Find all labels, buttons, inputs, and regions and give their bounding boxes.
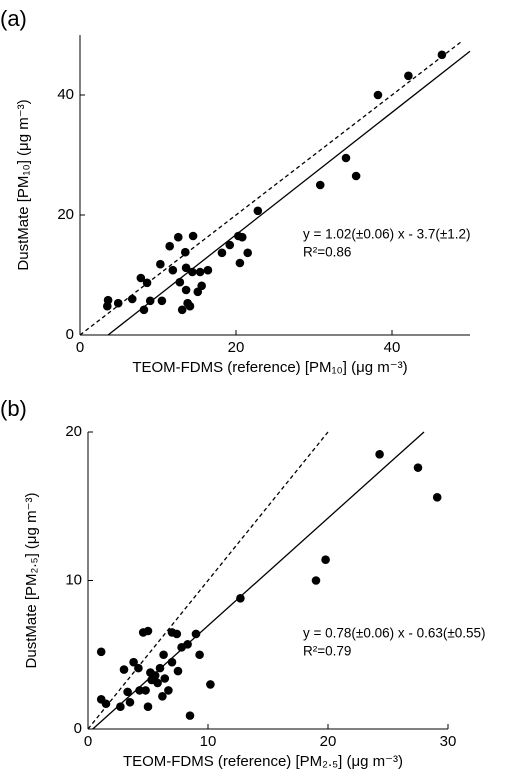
data-point — [321, 555, 330, 565]
data-point — [157, 296, 167, 306]
data-point — [159, 650, 168, 660]
fit-line — [107, 50, 471, 336]
data-point — [375, 449, 384, 459]
annotation: R²=0.79 — [303, 644, 351, 659]
data-point — [237, 232, 247, 242]
x-axis-label: TEOM-FDMS (reference) [PM₂.₅] (μg m⁻³) — [123, 753, 403, 770]
data-point — [160, 674, 170, 683]
data-point — [206, 680, 215, 689]
data-point — [123, 687, 132, 697]
x-axis-label: TEOM-FDMS (reference) [PM₁₀] (μg m⁻³) — [132, 359, 407, 376]
data-point — [243, 248, 252, 258]
y-axis-label: DustMate [PM₂.₅] (μg m⁻³) — [23, 493, 40, 669]
y-tick-label: 10 — [65, 571, 82, 588]
x-tick-label: 30 — [440, 733, 457, 750]
data-point — [217, 248, 227, 258]
fit-line — [92, 431, 425, 730]
data-point — [165, 241, 174, 251]
annotation: y = 0.78(±0.06) x - 0.63(±0.55) — [303, 626, 486, 641]
data-point — [235, 258, 245, 268]
x-tick-label: 0 — [84, 733, 92, 750]
data-point — [164, 686, 173, 695]
data-point — [181, 247, 190, 257]
data-point — [173, 232, 183, 242]
data-point — [96, 647, 106, 657]
data-point — [136, 273, 146, 283]
y-axis-label: DustMate [PM₁₀] (μg m⁻³) — [15, 99, 32, 270]
data-point — [173, 666, 183, 676]
annotation: y = 1.02(±0.06) x - 3.7(±1.2) — [303, 227, 471, 242]
panel-label: (b) — [0, 396, 27, 421]
data-point — [139, 305, 149, 315]
data-point — [432, 493, 442, 502]
data-point — [127, 294, 137, 304]
data-point — [153, 678, 162, 688]
data-point — [188, 231, 198, 241]
x-tick-label: 40 — [384, 339, 401, 356]
data-point — [437, 50, 447, 60]
data-point — [341, 153, 351, 163]
data-point — [172, 629, 182, 639]
data-point — [101, 699, 111, 709]
data-point — [103, 301, 112, 311]
data-point — [185, 301, 195, 311]
data-point — [253, 206, 263, 216]
data-point — [158, 692, 167, 701]
data-point — [177, 305, 187, 315]
data-point — [236, 594, 245, 603]
data-point — [113, 298, 123, 308]
data-point — [125, 697, 135, 707]
data-point — [225, 240, 235, 250]
data-point — [195, 267, 205, 277]
data-point — [373, 90, 383, 100]
data-point — [197, 281, 206, 291]
data-point — [167, 657, 177, 667]
data-point — [150, 671, 160, 680]
data-point — [156, 259, 165, 269]
data-point — [191, 629, 201, 639]
y-tick-label: 20 — [65, 423, 82, 440]
reference-line — [79, 40, 463, 336]
data-point — [181, 285, 191, 295]
data-point — [185, 711, 195, 720]
x-tick-label: 10 — [200, 733, 217, 750]
data-point — [134, 663, 143, 673]
x-tick-label: 20 — [228, 339, 245, 356]
y-tick-label: 0 — [74, 720, 82, 737]
reference-line — [87, 431, 329, 730]
data-point — [195, 650, 204, 660]
data-point — [181, 263, 191, 273]
data-point — [143, 702, 153, 712]
data-point — [315, 180, 325, 190]
data-point — [116, 702, 125, 712]
data-point — [168, 265, 178, 275]
data-point — [404, 71, 413, 81]
data-point — [129, 657, 138, 667]
data-point — [311, 576, 321, 585]
data-point — [351, 171, 361, 181]
x-tick-label: 0 — [76, 339, 84, 356]
y-tick-label: 40 — [57, 86, 74, 103]
data-point — [141, 686, 150, 695]
x-tick-label: 20 — [320, 733, 337, 750]
y-tick-label: 0 — [66, 326, 74, 343]
data-point — [413, 463, 423, 472]
data-point — [203, 265, 213, 275]
data-point — [143, 626, 153, 636]
annotation: R²=0.86 — [303, 245, 351, 260]
y-tick-label: 20 — [57, 206, 74, 223]
panel-label: (a) — [0, 6, 27, 31]
data-point — [119, 665, 129, 674]
